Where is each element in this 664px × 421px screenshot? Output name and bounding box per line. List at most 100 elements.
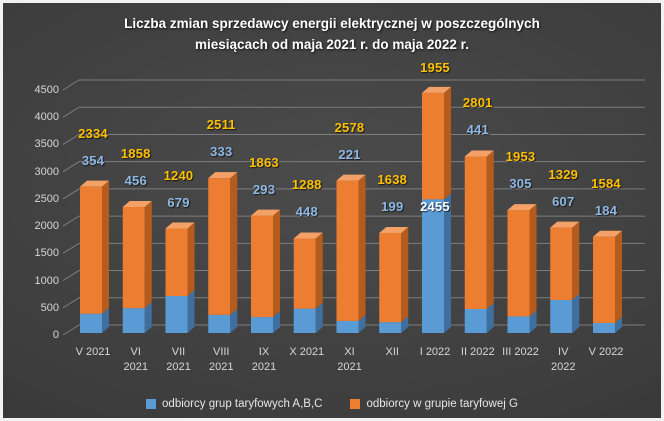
bar-side-g-XI 2021 [358,174,366,321]
bar-segment-abc-V 2021 [80,313,102,333]
bar-cap-X 2021 [293,232,323,239]
y-axis-label-3000: 3000 [34,165,59,178]
bar-cap-VI 2021 [122,201,152,208]
data-label-g-V 2022: 1584 [591,175,621,191]
bar-segment-g-IX 2021 [251,215,273,318]
bar-segment-abc-XII [379,322,402,333]
bar-segment-abc-III 2022 [507,316,530,333]
bar-side-g-VIII 2021 [230,172,238,315]
bar-side-g-X 2021 [315,232,323,309]
bar-side-abc-IX 2021 [273,311,280,333]
bar-cap-XI 2021 [336,174,366,181]
legend-item-tariff-g: odbiorcy w grupie taryfowej G [350,398,518,410]
gridline-4000 [62,106,645,118]
bar-side-g-XII [401,226,409,323]
x-axis-label-line: V 2022 [588,346,624,358]
y-axis-label-1500: 1500 [34,247,59,260]
bar-segment-g-VIII 2021 [208,178,231,315]
data-label-g-I 2022: 1955 [420,59,450,75]
x-axis-label-line: 2021 [123,361,148,373]
bar-segment-g-X 2021 [293,238,316,309]
x-axis-label-line: 2022 [551,361,576,373]
x-axis-label-V 2022: V 2022 [574,345,638,360]
bar-side-abc-III 2022 [529,310,537,333]
bar-segment-abc-IV 2022 [550,299,573,333]
data-label-abc-V 2021: 354 [81,152,105,168]
bar-side-abc-V 2022 [615,316,622,333]
gridline-500 [62,297,645,309]
bar-cap-VIII 2021 [208,172,238,179]
x-axis-label-I 2022: I 2022 [403,345,467,360]
data-label-abc-XI 2021: 221 [338,146,361,162]
x-axis-label-line: VI [130,346,141,358]
legend-label-tariff-g: odbiorcy w grupie taryfowej G [366,398,518,410]
bar-cap-I 2022 [422,86,451,93]
data-label-abc-VIII 2021: 333 [210,144,233,160]
bar-side-g-II 2022 [486,150,494,309]
x-axis-label-line: 2021 [251,361,277,373]
bar-segment-abc-X 2021 [293,308,316,333]
y-axis-label-4000: 4000 [34,111,59,124]
data-label-g-II 2022: 2801 [462,95,493,111]
x-axis-label-line: II 2022 [460,346,495,358]
bar-side-g-III 2022 [529,204,537,317]
x-axis-label-IV 2022: IV 2022 [531,345,595,375]
data-label-abc-I 2022: 2455 [420,199,450,215]
data-label-abc-II 2022: 441 [466,122,489,138]
gridline-1000 [62,270,645,281]
bar-segment-g-I 2022 [422,92,444,200]
bar-segment-g-II 2022 [464,156,487,309]
bar-side-abc-I 2022 [444,193,451,333]
x-axis-label-IX 2021: IX 2021 [232,345,296,375]
gridline-3500 [62,133,645,145]
y-axis-label-4500: 4500 [34,84,59,96]
x-axis-label-line: IV [558,346,569,358]
bar-segment-abc-II 2022 [464,308,487,333]
legend-item-tariff-abc: odbiorcy grup taryfowych A,B,C [146,398,322,410]
chart-title-line-1: Liczba zmian sprzedawcy energii elektryc… [124,16,540,31]
bar-side-g-VII 2021 [187,222,195,297]
data-label-abc-XII: 199 [381,198,404,214]
chart-title: Liczba zmian sprzedawcy energii elektryc… [3,13,661,55]
data-label-abc-IX 2021: 293 [252,181,276,197]
bar-cap-IV 2022 [550,221,580,228]
x-axis-label-III 2022: III 2022 [489,345,553,360]
bar-segment-g-XI 2021 [336,180,359,321]
legend-swatch-orange [350,399,361,409]
x-axis-label-line: I 2022 [419,346,451,358]
data-label-g-XII: 1638 [377,171,408,187]
bar-segment-abc-VI 2021 [122,308,145,333]
x-axis-label-line: VIII [212,346,230,358]
bar-segment-abc-V 2022 [593,322,615,333]
x-axis-label-line: X 2021 [289,346,325,358]
data-label-abc-VII 2021: 679 [167,194,190,210]
x-axis-label-II 2022: II 2022 [446,345,510,360]
bar-side-abc-VIII 2021 [230,308,238,333]
bar-cap-VII 2021 [165,222,195,229]
bar-segment-g-III 2022 [507,210,530,317]
bar-side-g-V 2022 [615,230,622,323]
bar-side-abc-II 2022 [486,302,494,333]
x-axis-label-line: XII [385,346,399,358]
data-label-g-VII 2021: 1240 [163,167,194,183]
gridline-4500 [62,79,645,91]
gridline-0 [62,324,645,336]
bar-cap-II 2022 [464,150,494,157]
bar-side-g-VI 2021 [144,201,152,309]
x-axis-label-line: V 2021 [75,346,111,358]
bar-cap-V 2022 [593,230,622,237]
legend-label-tariff-abc: odbiorcy grup taryfowych A,B,C [162,398,323,410]
chart-legend: odbiorcy grup taryfowych A,B,C odbiorcy … [3,398,661,410]
bar-side-abc-XII [401,316,409,333]
bar-segment-g-V 2022 [593,236,615,323]
y-axis-label-500: 500 [40,301,59,314]
bar-segment-g-XII [379,232,402,323]
bar-segment-g-IV 2022 [550,227,573,300]
bar-segment-abc-IX 2021 [251,317,273,333]
data-label-g-VIII 2021: 2511 [206,117,236,133]
bar-segment-g-VI 2021 [122,207,145,309]
x-axis-label-XII: XII [360,345,424,360]
x-axis-label-VIII 2021: VIII 2021 [189,345,253,375]
gridline-3000 [62,161,645,173]
